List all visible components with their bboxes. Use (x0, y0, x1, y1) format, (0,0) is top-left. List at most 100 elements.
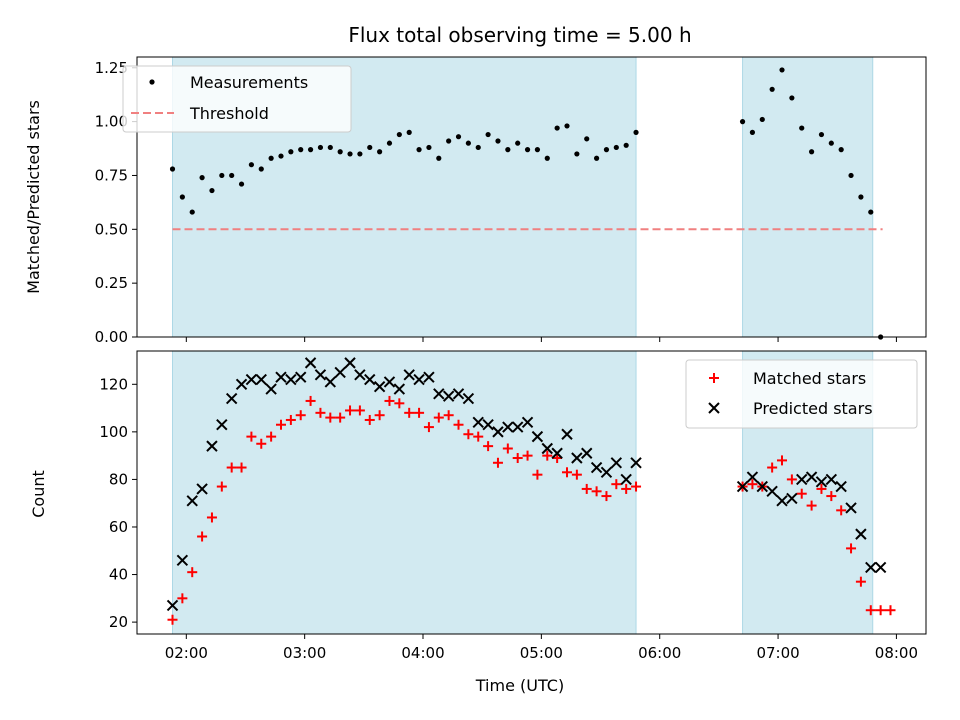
legend-measurements-marker (149, 79, 155, 85)
matched-star-point (581, 483, 592, 494)
predicted-star-point-b (275, 371, 287, 383)
predicted-star-point-b (364, 373, 376, 386)
measurement-point (789, 95, 795, 101)
count-y-tick-label: 100 (99, 423, 128, 441)
measurement-point (396, 131, 402, 138)
predicted-star-point (265, 383, 277, 395)
measurement-point (327, 144, 333, 151)
predicted-star-point-b (334, 366, 346, 379)
predicted-star-point-b (255, 373, 267, 386)
ratio-plot-frame (136, 56, 927, 338)
ratio-y-tick-label: 0.50 (95, 220, 128, 238)
predicted-star-point-b (736, 480, 749, 493)
chart-title: Flux total observing time = 5.00 h (348, 23, 691, 47)
predicted-star-point (442, 390, 455, 402)
predicted-star-point (186, 495, 198, 507)
predicted-star-point (776, 495, 788, 507)
predicted-star-point (865, 561, 877, 574)
predicted-star-point (590, 461, 603, 474)
predicted-star-point (393, 383, 406, 395)
predicted-star-point (354, 369, 366, 381)
x-tick-label: 07:00 (756, 644, 799, 662)
predicted-star-point-b (225, 392, 238, 405)
predicted-star-point-b (825, 473, 838, 486)
predicted-star-point (874, 561, 887, 574)
measurement-point (169, 166, 176, 172)
predicted-star-point-b (373, 380, 386, 393)
predicted-star-point-b (413, 373, 425, 386)
measurement-point (357, 151, 363, 157)
predicted-star-point (620, 473, 632, 486)
predicted-star-point (502, 421, 514, 433)
measurement-point (199, 175, 205, 181)
matched-star-point (855, 576, 866, 587)
legend-predicted-marker-b (708, 402, 720, 414)
predicted-star-point (255, 373, 267, 386)
count-panel: 02:00 03:00 04:00 05:00 06:00 07:00 08:00 20 40 6… (99, 350, 927, 662)
matched-star-point (364, 414, 375, 425)
predicted-star-point (196, 483, 208, 495)
matched-star-point (786, 474, 797, 485)
legend-matched-marker (709, 373, 719, 383)
predicted-star-point-b (746, 471, 759, 483)
measurement-point (505, 147, 511, 153)
predicted-star-point (551, 447, 563, 459)
legend-matched-label: Matched stars (753, 369, 866, 388)
predicted-star-point (746, 471, 759, 483)
predicted-star-point (561, 428, 573, 440)
predicted-star-point (364, 373, 376, 386)
matched-star-point (404, 407, 415, 418)
predicted-star-point-b (186, 495, 198, 507)
measurement-point (848, 172, 854, 179)
matched-star-point (473, 431, 484, 442)
predicted-star-point-b (815, 476, 828, 488)
predicted-star-point-b (835, 480, 847, 493)
ratio-y-tick-label: 0.00 (95, 328, 128, 346)
predicted-star-point-b (462, 392, 475, 405)
matched-star-point (236, 462, 247, 473)
measurement-point (298, 147, 304, 153)
measurement-point (209, 187, 215, 194)
measurement-point (515, 140, 521, 146)
measurement-point (623, 142, 629, 148)
x-tick-label: 03:00 (283, 644, 326, 662)
count-y-tick-label: 80 (109, 470, 128, 488)
matched-star-point (885, 605, 896, 616)
predicted-star-point-b (442, 390, 455, 402)
predicted-star-point-b (855, 528, 867, 540)
count-observing-band (172, 350, 637, 635)
matched-star-point (285, 414, 296, 425)
measurement-point (584, 136, 590, 142)
predicted-star-point-b (610, 457, 623, 469)
predicted-star-point-b (314, 369, 327, 381)
matched-star-point (423, 422, 434, 433)
predicted-star-point-b (551, 447, 563, 459)
measurement-point (455, 134, 462, 140)
matched-star-point (266, 431, 277, 442)
predicted-star-point-b (393, 383, 406, 395)
predicted-star-point (531, 430, 544, 443)
matched-star-point (826, 491, 837, 502)
matched-star-point (463, 429, 474, 440)
ratio-y-tick-label: 1.00 (95, 113, 128, 131)
measurement-point (268, 155, 274, 161)
predicted-star-point (511, 421, 524, 433)
matched-star-point (542, 450, 553, 461)
ratio-panel: 0.00 0.25 0.50 0.75 1.00 1.25 Measurements Thre… (95, 56, 927, 346)
ratio-y-axis-label: Matched/Predicted stars (24, 100, 43, 294)
matched-star-point (767, 462, 778, 473)
count-y-tick-label: 20 (109, 613, 128, 631)
measurement-point (377, 149, 383, 155)
matched-star-point (443, 410, 454, 421)
measurement-point (868, 209, 874, 215)
predicted-star-point-b (766, 485, 778, 498)
measurement-point (416, 147, 422, 153)
matched-star-point (246, 431, 257, 442)
matched-star-point (226, 462, 237, 473)
measurement-point (574, 151, 580, 157)
measurement-point (828, 140, 834, 146)
predicted-star-point-b (756, 480, 768, 493)
measurement-point (554, 125, 560, 131)
measurement-point (347, 151, 353, 157)
